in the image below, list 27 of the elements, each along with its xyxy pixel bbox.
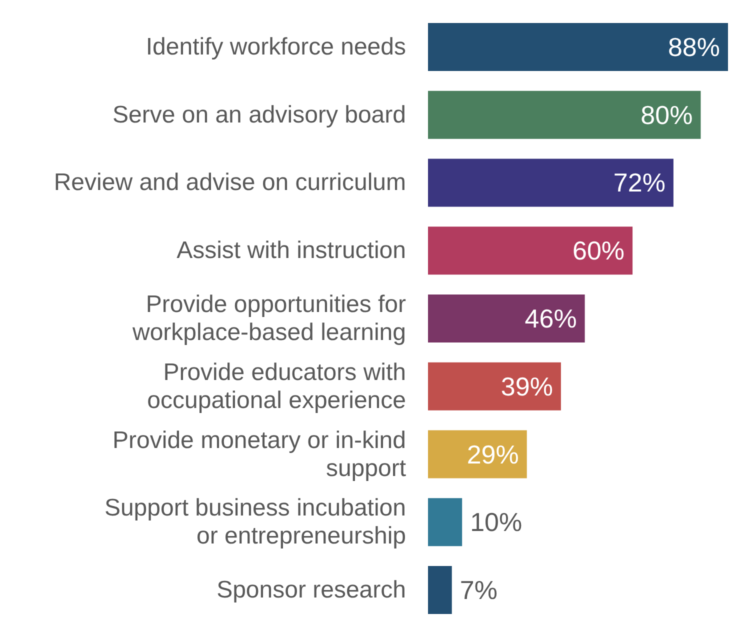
y-tick-label: Provide opportunities for workplace-based learning bbox=[132, 291, 406, 346]
data-label: 39% bbox=[500, 371, 553, 402]
y-tick-label: Provide educators with occupational experience bbox=[147, 358, 406, 414]
data-label: 72% bbox=[613, 168, 666, 198]
bar bbox=[428, 22, 728, 71]
y-tick-label: Identify workforce needs bbox=[146, 33, 406, 60]
y-tick-label: Review and advise on curriculum bbox=[54, 169, 406, 196]
bar bbox=[428, 430, 527, 478]
y-tick-label: Serve on an advisory board bbox=[112, 101, 406, 128]
bar bbox=[428, 294, 585, 342]
data-label: 60% bbox=[572, 236, 625, 266]
bar bbox=[428, 158, 674, 207]
bar bbox=[428, 566, 452, 614]
data-label: 80% bbox=[640, 100, 693, 130]
data-label: 7% bbox=[460, 575, 498, 606]
y-tick-label: Assist with instruction bbox=[176, 237, 406, 264]
data-label: 46% bbox=[524, 304, 577, 334]
data-label: 29% bbox=[466, 439, 519, 470]
y-tick-label: Provide monetary or in-kind support bbox=[112, 426, 406, 482]
bar bbox=[428, 90, 701, 139]
bar bbox=[428, 498, 462, 546]
bar bbox=[428, 362, 561, 410]
bar bbox=[428, 226, 633, 275]
data-label: 88% bbox=[668, 32, 720, 62]
data-label: 10% bbox=[470, 507, 522, 538]
y-tick-label: Sponsor research bbox=[216, 576, 406, 604]
y-tick-label: Support business incubation or entrepreneurship bbox=[104, 494, 406, 550]
